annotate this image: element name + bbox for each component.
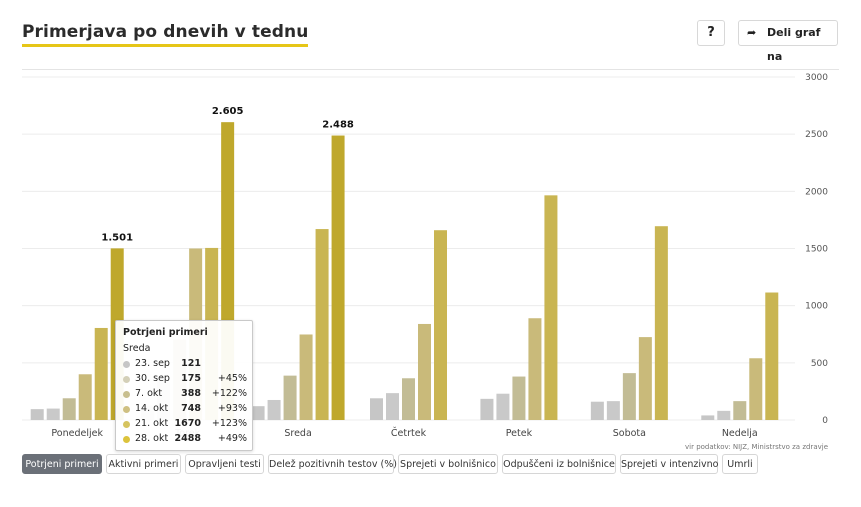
bar [418, 323, 431, 420]
tab-sprejeti-v-intenzivno[interactable]: Sprejeti v intenzivno [620, 454, 718, 474]
bar [528, 318, 542, 420]
y-tick-label: 2000 [805, 187, 828, 197]
tooltip-row: 21. okt 1670 +123% [123, 418, 247, 432]
data-label: 2.488 [322, 120, 354, 131]
data-label: 1.501 [101, 232, 133, 243]
bar [480, 398, 494, 420]
x-tick-label: Nedelja [722, 428, 758, 439]
tooltip-date: 23. sep [135, 358, 170, 369]
bar [251, 406, 265, 420]
tooltip-value: 2488 [174, 433, 201, 444]
x-tick-label: Sreda [284, 428, 311, 439]
x-tick-label: Ponedeljek [51, 428, 103, 439]
bar [94, 327, 108, 420]
tab-opravljeni-testi[interactable]: Opravljeni testi [185, 454, 264, 474]
tooltip-date: 30. sep [135, 373, 170, 384]
bar [512, 376, 526, 420]
tab-odpusceni-iz-bolnisnice[interactable]: Odpuščeni iz bolnišnice [502, 454, 616, 474]
bar [496, 393, 510, 420]
series-dot [123, 406, 130, 413]
y-tick-label: 0 [822, 416, 828, 426]
y-tick-label: 3000 [805, 73, 828, 83]
tooltip-value: 388 [181, 388, 201, 399]
tab-sprejeti-v-bolnisnico[interactable]: Sprejeti v bolnišnico [398, 454, 498, 474]
bar [544, 195, 558, 420]
series-dot [123, 361, 130, 368]
tooltip-row: 7. okt 388 +122% [123, 388, 247, 402]
bar [654, 226, 668, 420]
data-label: 2.605 [212, 106, 244, 117]
y-tick-label: 1000 [805, 302, 828, 312]
chart-title: Primerjava po dnevih v tednu [22, 22, 309, 47]
tooltip-value: 175 [181, 373, 201, 384]
bar [622, 373, 636, 420]
tab-umrli[interactable]: Umrli [722, 454, 758, 474]
tooltip-row: 14. okt 748 +93% [123, 403, 247, 417]
x-tick-label: Petek [506, 428, 533, 439]
series-dot [123, 421, 130, 428]
tooltip-value: 748 [181, 403, 201, 414]
x-tick-label: Četrtek [391, 427, 427, 439]
header-divider [22, 69, 839, 70]
tab-delez-pozitivnih[interactable]: Delež pozitivnih testov (%) [268, 454, 397, 474]
bar [283, 375, 297, 420]
data-source-note: vir podatkov: NIJZ, Ministrstvo za zdrav… [685, 443, 828, 451]
bar [299, 334, 313, 420]
tooltip-row: 23. sep 121 [123, 358, 247, 372]
y-tick-label: 2500 [805, 130, 828, 140]
x-tick-label: Sobota [613, 428, 646, 439]
bar [717, 410, 731, 420]
bar [749, 358, 763, 420]
bar [62, 398, 76, 420]
tooltip-date: 14. okt [135, 403, 169, 414]
y-tick-label: 1500 [805, 245, 828, 255]
tab-aktivni-primeri[interactable]: Aktivni primeri [106, 454, 181, 474]
tooltip-date: 7. okt [135, 388, 163, 399]
tooltip-date: 21. okt [135, 418, 169, 429]
tooltip-subtitle: Sreda [123, 343, 151, 354]
tooltip-title: Potrjeni primeri [123, 327, 208, 338]
tooltip-date: 28. okt [135, 433, 169, 444]
share-arrow-icon: ➦ [747, 26, 757, 39]
bar [402, 378, 415, 420]
bar [370, 398, 383, 420]
bar [434, 230, 447, 420]
tooltip-change: +49% [217, 433, 247, 444]
tooltip-value: 1670 [174, 418, 201, 429]
help-button[interactable]: ? [697, 20, 725, 46]
share-button-label: Deli graf na [767, 26, 821, 63]
bar [638, 337, 652, 420]
bar [331, 135, 345, 420]
bar [267, 399, 281, 420]
tooltip-value: 121 [181, 358, 201, 369]
bar [78, 374, 92, 420]
bar [606, 401, 620, 420]
share-button[interactable]: ➦ Deli graf na [738, 20, 838, 63]
y-tick-label: 500 [811, 359, 828, 369]
bar [733, 401, 747, 420]
bar [590, 401, 604, 420]
bar [46, 408, 60, 420]
bar [315, 229, 329, 420]
bar [30, 409, 44, 420]
tooltip-change: +123% [211, 418, 247, 429]
tooltip-row: 30. sep 175 +45% [123, 373, 247, 387]
tooltip-change: +93% [217, 403, 247, 414]
series-dot [123, 391, 130, 398]
chart-tooltip: Potrjeni primeri Sreda 23. sep 121 30. s… [115, 320, 253, 451]
tooltip-change: +45% [217, 373, 247, 384]
bar [765, 292, 779, 420]
series-dot [123, 436, 130, 443]
series-dot [123, 376, 130, 383]
bar [386, 393, 399, 420]
tooltip-row: 28. okt 2488 +49% [123, 433, 247, 447]
tooltip-change: +122% [211, 388, 247, 399]
tab-potrjeni-primeri[interactable]: Potrjeni primeri [22, 454, 102, 474]
bar [701, 415, 715, 420]
